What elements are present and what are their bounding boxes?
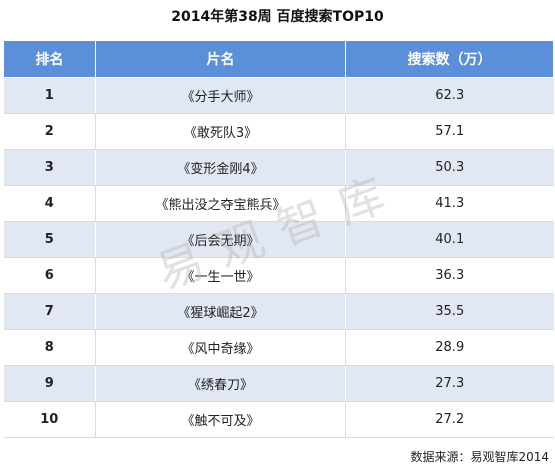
header-value: 搜索数（万） bbox=[345, 40, 554, 78]
rank-cell: 8 bbox=[3, 329, 96, 366]
film-title-cell: 《绣春刀》 bbox=[95, 365, 346, 402]
rank-cell: 7 bbox=[3, 293, 96, 330]
film-title-cell: 《分手大师》 bbox=[95, 77, 346, 114]
search-count-cell: 35.5 bbox=[345, 293, 554, 330]
table-row: 5 《后会无期》 40.1 bbox=[3, 221, 554, 258]
film-title-cell: 《熊出没之夺宝熊兵》 bbox=[95, 185, 346, 222]
film-title-cell: 《敢死队3》 bbox=[95, 113, 346, 150]
film-title-cell: 《一生一世》 bbox=[95, 257, 346, 294]
search-count-cell: 40.1 bbox=[345, 221, 554, 258]
search-count-cell: 27.2 bbox=[345, 401, 554, 438]
table-row: 9 《绣春刀》 27.3 bbox=[3, 365, 554, 402]
table-row: 8 《风中奇缘》 28.9 bbox=[3, 329, 554, 366]
rank-cell: 6 bbox=[3, 257, 96, 294]
rank-cell: 5 bbox=[3, 221, 96, 258]
search-count-cell: 36.3 bbox=[345, 257, 554, 294]
search-count-cell: 62.3 bbox=[345, 77, 554, 114]
header-film: 片名 bbox=[95, 40, 346, 78]
rank-cell: 2 bbox=[3, 113, 96, 150]
header-rank: 排名 bbox=[3, 40, 96, 78]
rank-cell: 4 bbox=[3, 185, 96, 222]
table-row: 2 《敢死队3》 57.1 bbox=[3, 113, 554, 150]
rank-cell: 10 bbox=[3, 401, 96, 438]
film-title-cell: 《风中奇缘》 bbox=[95, 329, 346, 366]
film-title-cell: 《后会无期》 bbox=[95, 221, 346, 258]
source-note: 数据来源：易观智库2014 bbox=[410, 450, 549, 464]
film-title-cell: 《触不可及》 bbox=[95, 401, 346, 438]
search-count-cell: 57.1 bbox=[345, 113, 554, 150]
header-row: 排名 片名 搜索数（万） bbox=[3, 40, 554, 78]
table-row: 6 《一生一世》 36.3 bbox=[3, 257, 554, 294]
search-count-cell: 27.3 bbox=[345, 365, 554, 402]
search-count-cell: 50.3 bbox=[345, 149, 554, 186]
table-row: 3 《变形金刚4》 50.3 bbox=[3, 149, 554, 186]
film-title-cell: 《变形金刚4》 bbox=[95, 149, 346, 186]
film-title-cell: 《猩球崛起2》 bbox=[95, 293, 346, 330]
table-row: 7 《猩球崛起2》 35.5 bbox=[3, 293, 554, 330]
rank-cell: 1 bbox=[3, 77, 96, 114]
rank-cell: 3 bbox=[3, 149, 96, 186]
table-title: 2014年第38周 百度搜索TOP10 bbox=[171, 9, 384, 25]
rank-cell: 9 bbox=[3, 365, 96, 402]
table-row: 10 《触不可及》 27.2 bbox=[3, 401, 554, 438]
table-body: 1 《分手大师》 62.3 2 《敢死队3》 57.1 3 《变形金刚4》 50.3 4 《熊出没之… bbox=[3, 77, 554, 438]
search-count-cell: 28.9 bbox=[345, 329, 554, 366]
ranking-table: 排名 片名 搜索数（万） 1 《分手大师》 62.3 2 《敢死队3》 57.1 3 《变形金… bbox=[3, 40, 554, 438]
table-row: 1 《分手大师》 62.3 bbox=[3, 77, 554, 114]
